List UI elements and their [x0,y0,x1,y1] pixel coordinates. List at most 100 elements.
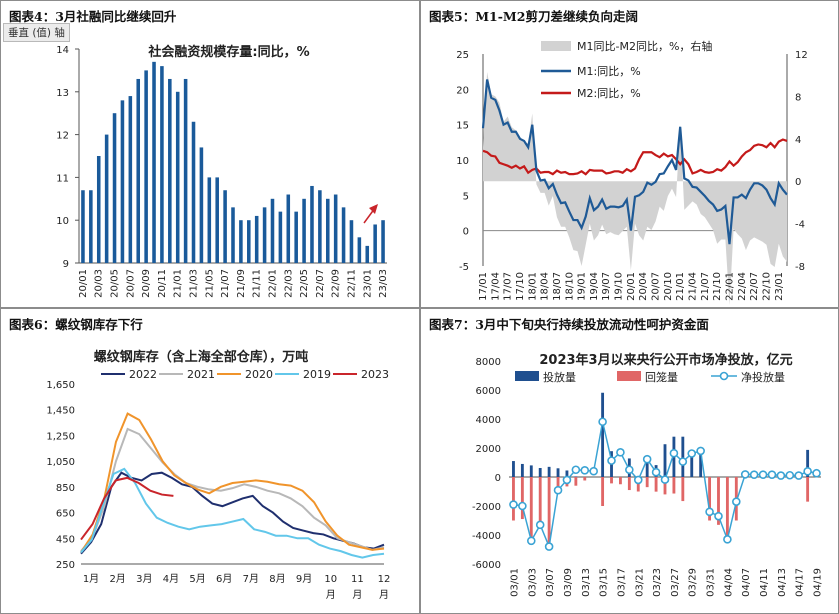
x-tick-label: 2月 [109,573,125,585]
x-tick-label: 22/07 [315,269,326,298]
bar [286,194,291,263]
x-tick-label: 19/10 [614,272,625,301]
y-tick-label: 650 [56,509,75,520]
series-line-2023 [80,476,174,541]
panel-figure-7: 图表7：3月中下旬央行持续投放流动性呵护资金面 2023年3月以来央行公开市场净… [420,308,839,614]
bar [152,61,156,264]
legend-swatch-injection [515,371,539,381]
net-point [625,465,634,475]
bar [199,147,204,263]
series-line-2022 [80,471,385,555]
net-point [518,501,527,511]
injection-bar [645,462,649,477]
net-point [535,520,545,530]
y-right-tick-label: 12 [795,50,808,61]
x-tick-label: 22/05 [299,269,310,298]
legend-label-m2: M2:同比，% [577,87,641,100]
x-tick-label: 1月 [83,573,99,585]
x-tick-label: 20/04 [638,272,649,301]
chart-title: 螺纹钢库存（含上海全部仓库），万吨 [94,349,309,365]
net-point [749,470,759,479]
withdrawal-bar [708,477,711,521]
panel-title: 图表5：M1-M2剪刀差继续负向走阔 [429,9,638,24]
y-tick-label: -2000 [472,502,501,513]
net-point [678,457,688,466]
x-tick-label: 12 [378,574,391,585]
bar [247,220,251,263]
x-tick-label: 04/07 [741,568,752,597]
x-tick-label: 21/11 [252,269,263,298]
legend-label-withdrawal: 回笼量 [645,370,678,384]
net-point [740,470,750,479]
x-tick-label: 4月 [163,573,179,585]
bar [89,190,93,263]
chart-title: 2023年3月以来央行公开市场净投放，亿元 [539,352,792,368]
x-tick-label: 03/15 [599,568,610,597]
withdrawal-bar [725,477,729,540]
panel-title: 图表6：螺纹钢库存下行 [9,317,143,332]
chart-pboc-net-injection[interactable]: 2023年3月以来央行公开市场净投放，亿元 -6000 -4000 -2000 0 200… [421,309,839,614]
bar [215,177,219,263]
x-tick-label: 04/17 [795,568,806,597]
x-tick-label: 22/09 [331,269,342,298]
x-tick-label: 22/04 [737,272,748,301]
injection-bar [520,463,524,477]
x-tick-label: 17/01 [478,272,489,301]
x-tick-label: 04/13 [777,568,788,597]
net-point [812,468,821,478]
withdrawal-bar [663,477,667,495]
withdrawal-bar [610,477,613,484]
series-line-2021 [80,427,385,552]
x-tick-label: 18/04 [540,272,551,301]
net-point [633,475,643,485]
x-tick-label: 7月 [243,573,259,585]
bar [294,211,298,263]
bar [104,134,109,263]
x-tick-label: 21/03 [189,269,200,298]
bar [318,190,322,263]
x-tick-label: 20/01 [626,272,637,301]
net-point [562,475,572,485]
injection-bar [529,465,533,477]
y-tick-label: 6000 [476,386,501,397]
x-tick-label: 20/05 [110,269,121,298]
withdrawal-bar [529,477,533,541]
injection-bar [663,444,667,477]
net-point [526,536,536,546]
x-tick-label: 8月 [269,573,285,585]
y-tick-label: 12 [56,131,69,142]
y-left-tick-label: 20 [456,85,469,96]
spread-area [483,72,787,306]
chart-m1-m2-spread[interactable]: -5 0 5 10 15 20 25 -8 -4 0 4 8 12 17/01 17/04 17/07 17/1… [421,1,839,308]
withdrawal-bar [636,477,640,492]
x-tick-label: 03/21 [634,568,645,597]
panel-figure-5: 图表5：M1-M2剪刀差继续负向走阔 -5 0 5 10 15 20 25 -8 -4 0 4 8 12… [420,0,839,308]
y-tick-label: 4000 [476,415,501,426]
injection-bar [547,466,551,477]
x-tick-label: 20/01 [78,269,89,298]
x-tick-label: 22/03 [283,269,294,298]
chart-title: 社会融资规模存量:同比，% [147,44,309,60]
y-tick-label: 0 [495,473,501,484]
y-right-tick-label: 4 [795,135,801,146]
withdrawal-bar [672,477,676,494]
chart-social-financing[interactable]: 社会融资规模存量:同比，% 9 10 11 12 13 14 20/01 20/03 20/05 2… [1,1,420,308]
bar [302,198,306,263]
bar [96,156,101,263]
bar [144,70,148,264]
withdrawal-bar [806,477,810,502]
x-tick-label: 9月 [296,573,312,585]
bar [207,177,212,263]
y-tick-label: 1,450 [46,406,75,417]
net-point [767,470,777,479]
x-tick-label: 20/11 [157,269,168,298]
bar [310,185,314,263]
bar [168,78,172,264]
x-tick-label: 22/01 [724,272,735,301]
x-tick-label: 03/07 [545,568,556,597]
x-tick-label: 03/23 [652,568,663,597]
bar [128,96,133,263]
bar [333,194,338,263]
chart-rebar-inventory[interactable]: 螺纹钢库存（含上海全部仓库），万吨 250 450 650 850 1,050 1,250 1… [1,309,420,614]
x-tick-label: 21/01 [173,269,184,298]
